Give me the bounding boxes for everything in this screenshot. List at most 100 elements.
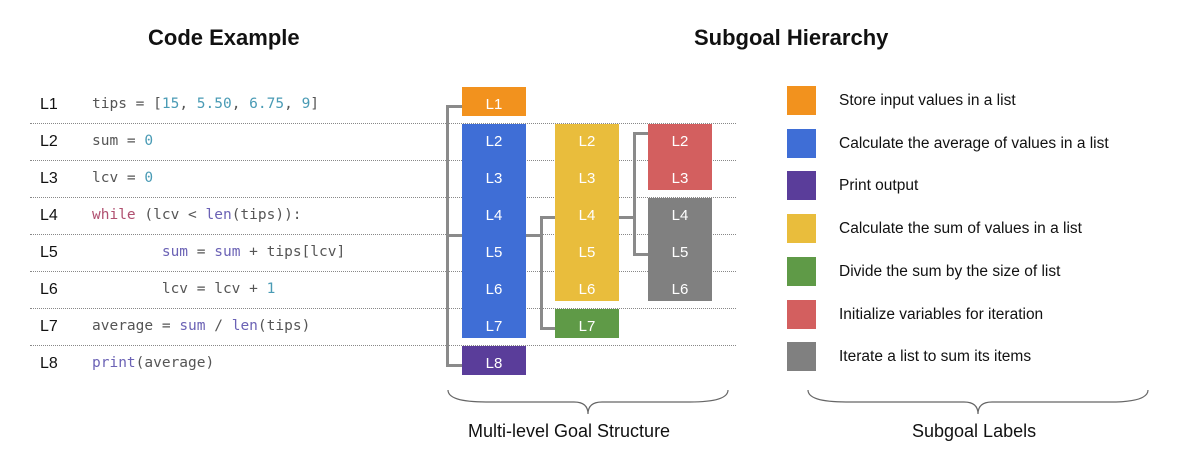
row-separator — [30, 308, 736, 309]
code-line: print(average) — [92, 355, 214, 371]
legend-label: Print output — [839, 177, 918, 195]
row-separator — [30, 271, 736, 272]
code-line: tips = [15, 5.50, 6.75, 9] — [92, 96, 319, 112]
goal-line-label: L2 — [555, 130, 619, 154]
legend-swatch — [787, 129, 816, 158]
code-token: (tips) — [258, 318, 310, 334]
code-token: print — [92, 355, 136, 371]
code-line: lcv = 0 — [92, 170, 153, 186]
row-separator — [30, 197, 736, 198]
code-token: = — [188, 244, 214, 260]
code-line: lcv = lcv + 1 — [92, 281, 275, 297]
row-separator — [30, 123, 736, 124]
code-token: average = — [92, 318, 179, 334]
goal-line-label: L1 — [462, 93, 526, 117]
labels-caption: Subgoal Labels — [912, 421, 1036, 442]
row-separator — [30, 345, 736, 346]
legend-label: Initialize variables for iteration — [839, 306, 1043, 324]
line-number: L4 — [40, 207, 70, 225]
code-token: tips = [ — [92, 96, 162, 112]
second-level-vertical — [540, 216, 543, 327]
structure-brace — [446, 388, 730, 418]
legend-label: Calculate the average of values in a lis… — [839, 135, 1109, 153]
legend-swatch — [787, 257, 816, 286]
goal-line-label: L6 — [648, 278, 712, 302]
subgoal-hierarchy-title: Subgoal Hierarchy — [694, 25, 888, 51]
code-token: (tips)): — [232, 207, 302, 223]
line-number: L1 — [40, 96, 70, 114]
goal-line-label: L5 — [462, 241, 526, 265]
blue-connector — [526, 234, 540, 237]
goal-line-label: L3 — [555, 167, 619, 191]
goal-line-label: L5 — [555, 241, 619, 265]
goal-line-label: L3 — [462, 167, 526, 191]
goal-line-label: L7 — [555, 315, 619, 339]
code-token: (average) — [136, 355, 215, 371]
goal-line-label: L7 — [462, 315, 526, 339]
line-number: L5 — [40, 244, 70, 262]
legend-swatch — [787, 214, 816, 243]
goal-line-label: L6 — [555, 278, 619, 302]
code-line: sum = 0 — [92, 133, 153, 149]
structure-caption: Multi-level Goal Structure — [468, 421, 670, 442]
row-separator — [30, 160, 736, 161]
goal-line-label: L3 — [648, 167, 712, 191]
line-number: L8 — [40, 355, 70, 373]
code-token: + tips[lcv] — [240, 244, 345, 260]
code-token: 6.75 — [249, 96, 284, 112]
line-number: L3 — [40, 170, 70, 188]
code-token: , — [179, 96, 196, 112]
root-connector-l8 — [446, 364, 462, 367]
code-token: (lcv < — [136, 207, 206, 223]
row-separator — [30, 234, 736, 235]
goal-line-label: L2 — [462, 130, 526, 154]
code-token: len — [232, 318, 258, 334]
code-token: sum — [214, 244, 240, 260]
root-connector-vertical — [446, 105, 449, 364]
line-number: L2 — [40, 133, 70, 151]
legend-label: Calculate the sum of values in a list — [839, 220, 1082, 238]
code-example-title: Code Example — [148, 25, 300, 51]
connector-green — [540, 327, 555, 330]
code-token: ] — [310, 96, 319, 112]
code-line: average = sum / len(tips) — [92, 318, 310, 334]
code-token: , — [232, 96, 249, 112]
legend-swatch — [787, 86, 816, 115]
legend-swatch — [787, 342, 816, 371]
code-token — [92, 244, 162, 260]
labels-brace — [806, 388, 1150, 418]
code-token: sum = — [92, 133, 144, 149]
goal-line-label: L4 — [462, 204, 526, 228]
line-number: L7 — [40, 318, 70, 336]
code-token: , — [284, 96, 301, 112]
legend-label: Iterate a list to sum its items — [839, 348, 1031, 366]
goal-line-label: L8 — [462, 352, 526, 376]
code-token: 5.50 — [197, 96, 232, 112]
legend-label: Divide the sum by the size of list — [839, 263, 1060, 281]
code-token: while — [92, 207, 136, 223]
legend-swatch — [787, 300, 816, 329]
code-token: lcv = lcv + — [92, 281, 267, 297]
code-token: / — [206, 318, 232, 334]
goal-line-label: L5 — [648, 241, 712, 265]
code-token: 9 — [302, 96, 311, 112]
code-token: sum — [179, 318, 205, 334]
code-token: 0 — [144, 133, 153, 149]
code-token: lcv = — [92, 170, 144, 186]
goal-line-label: L4 — [555, 204, 619, 228]
legend-swatch — [787, 171, 816, 200]
code-token: 15 — [162, 96, 179, 112]
third-level-vertical — [633, 132, 636, 253]
code-token: sum — [162, 244, 188, 260]
blue-goal-block — [462, 124, 526, 338]
goal-line-label: L2 — [648, 130, 712, 154]
legend-label: Store input values in a list — [839, 92, 1016, 110]
code-line: while (lcv < len(tips)): — [92, 207, 302, 223]
goal-line-label: L4 — [648, 204, 712, 228]
code-line: sum = sum + tips[lcv] — [92, 244, 345, 260]
goal-line-label: L6 — [462, 278, 526, 302]
line-number: L6 — [40, 281, 70, 299]
code-token: 1 — [267, 281, 276, 297]
code-token: len — [206, 207, 232, 223]
yellow-connector — [619, 216, 633, 219]
